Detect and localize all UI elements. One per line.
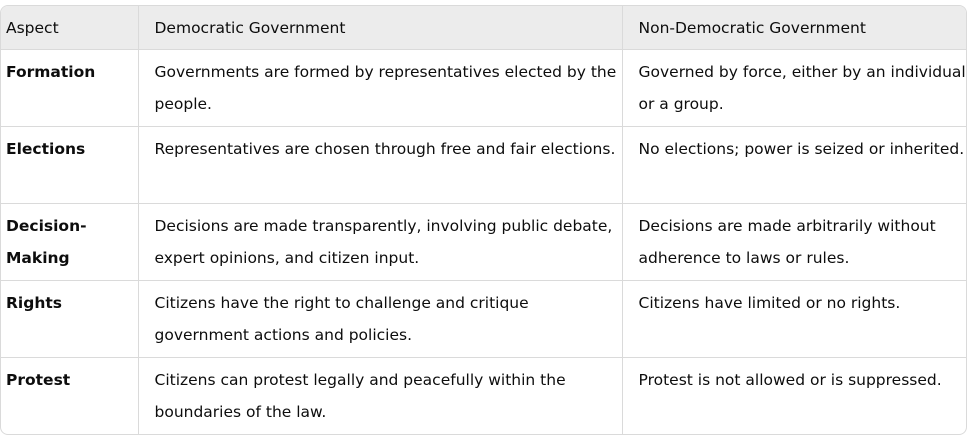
non-democratic-cell: Decisions are made arbitrarily without a… (622, 203, 966, 281)
header-aspect: Aspect (1, 6, 139, 50)
aspect-cell: Elections (1, 126, 139, 204)
democratic-cell: Citizens can protest legally and peacefu… (138, 357, 623, 434)
table-row: Formation Governments are formed by repre… (1, 49, 966, 127)
aspect-cell: Formation (1, 49, 139, 127)
header-row: Aspect Democratic Government Non-Democra… (1, 6, 966, 50)
comparison-table-container: Aspect Democratic Government Non-Democra… (0, 5, 967, 435)
table-row: Elections Representatives are chosen thro… (1, 126, 966, 204)
table-row: Decision-Making Decisions are made transp… (1, 203, 966, 281)
aspect-cell: Decision-Making (1, 203, 139, 281)
non-democratic-cell: Governed by force, either by an individu… (622, 49, 966, 127)
non-democratic-cell: Citizens have limited or no rights. (622, 280, 966, 358)
comparison-table: Aspect Democratic Government Non-Democra… (1, 6, 966, 434)
democratic-cell: Decisions are made transparently, involv… (138, 203, 623, 281)
header-non-democratic: Non-Democratic Government (622, 6, 966, 50)
header-democratic: Democratic Government (138, 6, 623, 50)
aspect-cell: Rights (1, 280, 139, 358)
democratic-cell: Governments are formed by representative… (138, 49, 623, 127)
non-democratic-cell: Protest is not allowed or is suppressed. (638, 371, 942, 389)
aspect-cell: Protest (1, 357, 139, 434)
non-democratic-cell: No elections; power is seized or inherit… (622, 126, 966, 204)
table-row: Rights Citizens have the right to challen… (1, 280, 966, 358)
democratic-cell: Representatives are chosen through free … (138, 126, 623, 204)
table-row: Protest Citizens can protest legally and … (1, 357, 966, 434)
democratic-cell: Citizens have the right to challenge and… (138, 280, 623, 358)
